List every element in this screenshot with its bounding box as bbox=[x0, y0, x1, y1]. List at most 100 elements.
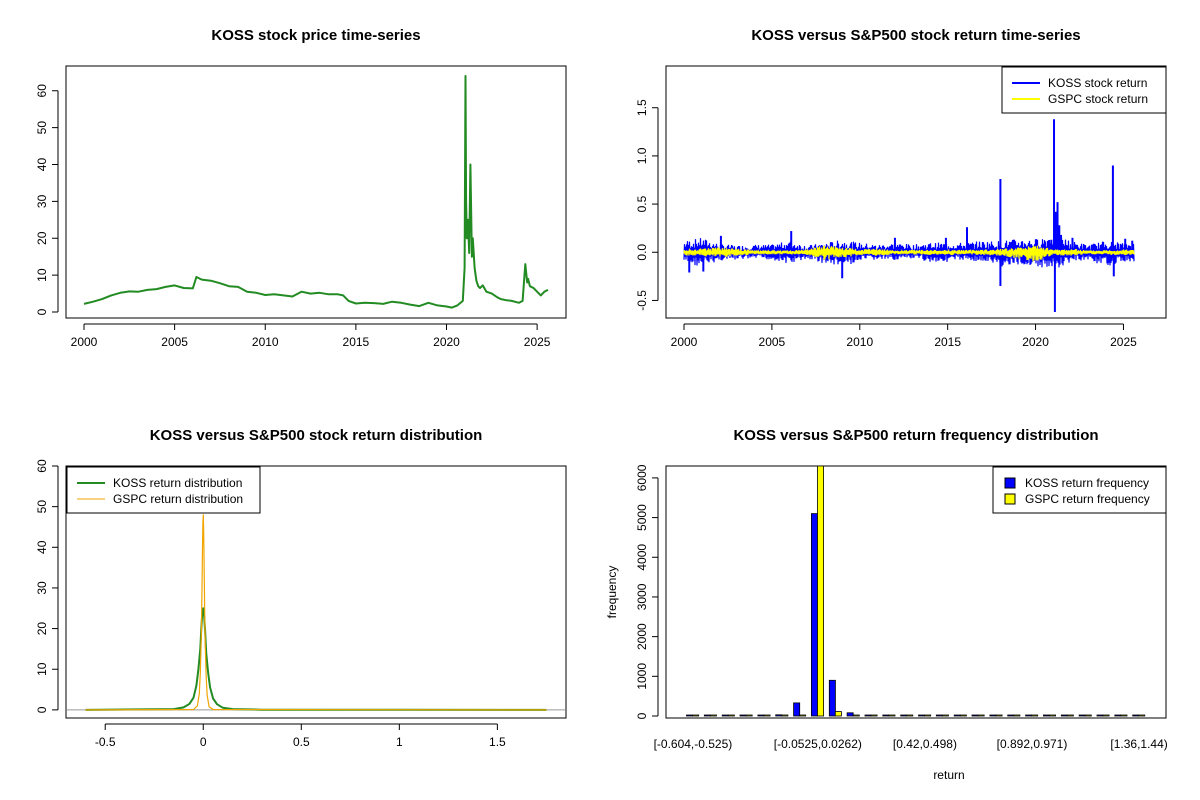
koss-bar bbox=[811, 513, 818, 717]
plot-frame bbox=[665, 465, 1167, 719]
y-axis: 0 10 20 30 40 50 60 bbox=[35, 84, 59, 315]
koss-bar bbox=[1096, 714, 1104, 717]
koss-bar bbox=[846, 712, 854, 717]
koss-bar bbox=[1060, 714, 1068, 717]
legend-swatch bbox=[1004, 493, 1016, 505]
koss-bar bbox=[935, 714, 943, 717]
koss-bar bbox=[1132, 714, 1140, 717]
gspc-bar bbox=[959, 714, 967, 717]
gspc-bar bbox=[1049, 714, 1056, 717]
legend-box bbox=[66, 466, 261, 514]
gspc-bar bbox=[906, 714, 914, 717]
y-axis: 0 10 20 30 40 50 60 bbox=[35, 459, 59, 713]
legend-label: KOSS return frequency bbox=[1025, 476, 1149, 490]
y-tick-label: 60 bbox=[35, 459, 49, 473]
koss-bar bbox=[1025, 714, 1033, 717]
x-tick-label: 2025 bbox=[524, 335, 551, 349]
legend-label: KOSS return distribution bbox=[113, 476, 242, 490]
y-tick-label: 0 bbox=[35, 308, 49, 315]
x-tick-label: 2020 bbox=[1022, 335, 1049, 349]
x-category-label: [-0.604,-0.525) bbox=[654, 737, 733, 751]
gspc-bar bbox=[710, 714, 717, 717]
chart-title: KOSS stock price time-series bbox=[211, 27, 420, 44]
koss-bar bbox=[739, 714, 747, 717]
gspc-bar bbox=[763, 714, 771, 717]
x-axis: 2000 2005 2010 2015 2020 2025 bbox=[671, 323, 1137, 349]
gspc-bar bbox=[1031, 714, 1039, 717]
koss-bar bbox=[686, 714, 693, 717]
x-axis: -0.5 0 0.5 1 1.5 bbox=[95, 723, 506, 749]
x-tick-label: 2025 bbox=[1110, 335, 1137, 349]
x-tick-label: 1 bbox=[396, 735, 403, 749]
koss-bar bbox=[953, 714, 961, 717]
y-tick-label: 1000 bbox=[635, 663, 649, 690]
panel-return-distribution: KOSS versus S&P500 stock return distribu… bbox=[35, 427, 567, 749]
gspc-bar bbox=[942, 714, 949, 717]
koss-bar bbox=[793, 702, 801, 717]
plot-frame bbox=[65, 65, 567, 319]
gspc-bar bbox=[817, 465, 824, 717]
y-tick-label: 0.5 bbox=[635, 195, 649, 212]
koss-bar bbox=[1114, 714, 1122, 717]
gspc-bar bbox=[799, 714, 807, 717]
bars bbox=[686, 465, 1146, 717]
gspc-bar bbox=[1102, 714, 1110, 717]
koss-bar bbox=[721, 714, 729, 717]
koss-bar bbox=[989, 714, 997, 717]
gspc-bar bbox=[1084, 714, 1092, 717]
gspc-bar bbox=[727, 714, 735, 717]
koss-bar bbox=[918, 714, 925, 717]
gspc-bar bbox=[1120, 714, 1128, 717]
y-tick-label: 30 bbox=[35, 581, 49, 595]
gspc-bar bbox=[888, 714, 896, 717]
koss-bar bbox=[1043, 714, 1050, 717]
legend-label: GSPC return frequency bbox=[1025, 492, 1150, 506]
chart-title: KOSS versus S&P500 return frequency dist… bbox=[733, 427, 1098, 444]
y-axis-title: frequency bbox=[605, 566, 619, 619]
gspc-bar bbox=[995, 714, 1003, 717]
legend-box bbox=[992, 466, 1167, 514]
x-category-label: [1.36,1.44) bbox=[1110, 737, 1167, 751]
koss-bar bbox=[900, 714, 908, 717]
legend-swatch bbox=[1004, 477, 1016, 489]
x-tick-label: 2005 bbox=[759, 335, 786, 349]
x-tick-label: 2020 bbox=[433, 335, 460, 349]
koss-bar bbox=[1007, 714, 1015, 717]
x-tick-label: 1.5 bbox=[489, 735, 506, 749]
panel-return-timeseries: KOSS versus S&P500 stock return time-ser… bbox=[635, 27, 1167, 349]
y-tick-label: 0 bbox=[35, 706, 49, 713]
x-tick-label: 0 bbox=[200, 735, 207, 749]
koss-density-line bbox=[85, 607, 547, 711]
gspc-bar bbox=[870, 714, 878, 717]
x-category-label: [0.892,0.971) bbox=[997, 737, 1068, 751]
y-tick-label: 3000 bbox=[635, 583, 649, 610]
plot-frame bbox=[65, 465, 567, 719]
koss-bar bbox=[775, 714, 783, 717]
x-tick-label: 2015 bbox=[934, 335, 961, 349]
y-tick-label: 60 bbox=[35, 84, 49, 98]
legend: KOSS return frequency GSPC return frequen… bbox=[992, 466, 1167, 514]
y-tick-label: 50 bbox=[35, 121, 49, 135]
x-tick-label: -0.5 bbox=[95, 735, 116, 749]
y-tick-label: 30 bbox=[35, 194, 49, 208]
y-tick-label: 2000 bbox=[635, 623, 649, 650]
y-tick-label: 1.5 bbox=[635, 99, 649, 116]
x-tick-label: 2005 bbox=[161, 335, 188, 349]
gspc-return-series bbox=[683, 245, 1135, 262]
chart-title: KOSS versus S&P500 stock return distribu… bbox=[150, 427, 483, 444]
y-tick-label: 6000 bbox=[635, 464, 649, 491]
y-tick-label: 0.0 bbox=[635, 244, 649, 261]
koss-bar bbox=[864, 714, 872, 717]
x-tick-label: 2010 bbox=[846, 335, 873, 349]
gspc-bar bbox=[834, 711, 842, 717]
y-axis: -0.5 0.0 0.5 1.0 1.5 bbox=[635, 99, 659, 311]
y-tick-label: 50 bbox=[35, 500, 49, 514]
panel-return-frequency: KOSS versus S&P500 return frequency dist… bbox=[605, 427, 1168, 782]
y-tick-label: 40 bbox=[35, 158, 49, 172]
legend: KOSS return distribution GSPC return dist… bbox=[66, 466, 261, 514]
koss-bar bbox=[757, 714, 765, 717]
gspc-bar bbox=[781, 714, 789, 717]
legend: KOSS stock return GSPC stock return bbox=[1001, 66, 1167, 114]
chart-title: KOSS versus S&P500 stock return time-ser… bbox=[751, 27, 1080, 44]
